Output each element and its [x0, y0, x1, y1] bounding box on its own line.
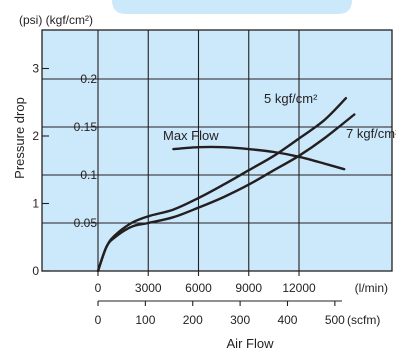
x-tick-label-scfm: 100	[135, 313, 155, 327]
axes: 0 3000 6000 9000 120000.050.10.150.20123(l/m…	[32, 62, 388, 328]
x-tick-label-scfm: 200	[183, 313, 203, 327]
y-tick-label-kgf: 0.1	[80, 168, 97, 182]
y-axis-label: Pressure drop	[12, 97, 27, 179]
y-tick-label-kgf: 0.05	[74, 216, 98, 230]
curve-max-flow	[172, 145, 346, 171]
series-label-7kgf: 7 kgf/cm²	[346, 126, 400, 141]
y-tick-label-psi: 2	[32, 129, 39, 143]
x-tick-label-lmin: 6000	[185, 281, 212, 295]
y-tick-label-psi: 1	[32, 197, 39, 211]
grid	[42, 30, 392, 271]
plot-background	[42, 30, 392, 271]
top-decoration	[112, 0, 352, 14]
x-tick-label-scfm: 300	[230, 313, 250, 327]
series-label-5kgf: 5 kgf/cm²	[264, 91, 318, 106]
x-axis-label: Air Flow	[227, 336, 275, 351]
right-edge-mask	[396, 0, 405, 356]
x-unit-lmin: (l/min)	[355, 281, 388, 295]
plot-frame	[41, 29, 393, 272]
y-tick-label-psi: 3	[32, 62, 39, 76]
curves	[96, 97, 356, 273]
x-tick-label-scfm: 0	[95, 313, 102, 327]
y-tick-label-psi: 0	[32, 264, 39, 278]
x-unit-scfm: (scfm)	[347, 313, 380, 327]
x-tick-label-lmin: 9000	[235, 281, 262, 295]
series-label-max-flow: Max Flow	[163, 128, 219, 143]
x-tick-label-lmin: 0	[95, 281, 102, 295]
header-units: (psi) (kgf/cm²)	[19, 13, 93, 27]
x-tick-label-scfm: 400	[277, 313, 297, 327]
x-tick-label-lmin: 3000	[135, 281, 162, 295]
x-tick-label-lmin: 12000	[282, 281, 316, 295]
curve-5kgf	[96, 97, 348, 273]
x-tick-label-scfm: 500	[325, 313, 345, 327]
y-tick-label-kgf: 0.2	[80, 72, 97, 86]
y-tick-label-kgf: 0.15	[74, 120, 98, 134]
